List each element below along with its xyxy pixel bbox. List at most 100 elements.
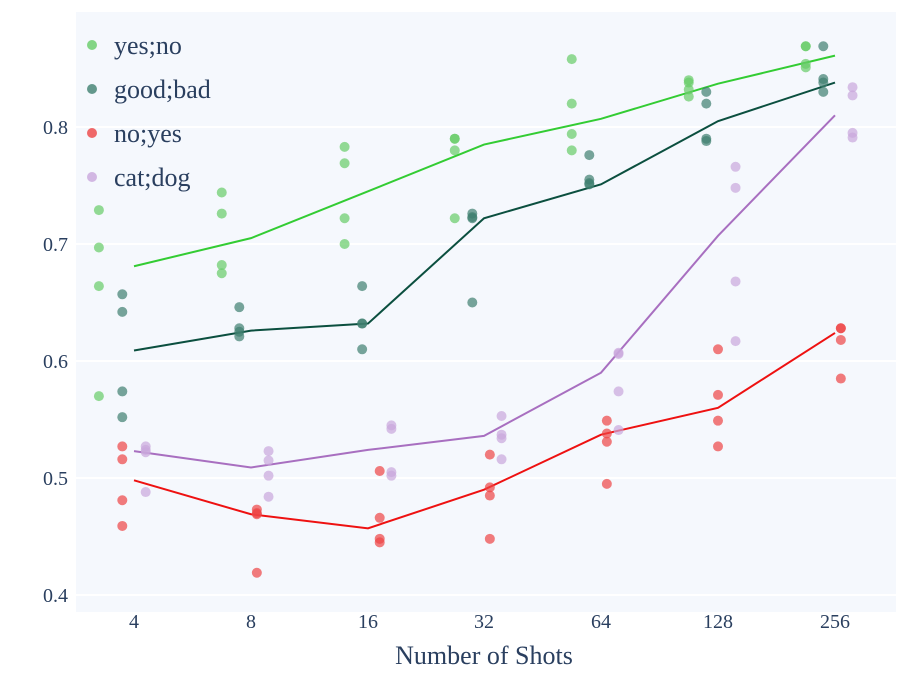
data-point [216,268,227,279]
data-point [701,136,712,147]
data-point [449,145,460,156]
data-point [683,77,694,88]
data-point [613,386,624,397]
data-point [683,91,694,102]
data-point [93,205,104,216]
x-tick-label: 64 [591,611,611,633]
data-point [374,465,385,476]
data-point [496,410,507,421]
data-point [386,423,397,434]
data-point [484,533,495,544]
x-axis-title: Number of Shots [395,641,573,670]
data-point [701,86,712,97]
data-point [835,373,846,384]
data-point [701,98,712,109]
data-point [467,297,478,308]
legend-label: no;yes [114,119,182,148]
data-point [730,161,741,172]
data-point [613,348,624,359]
data-point [683,84,694,95]
legend-label: cat;dog [114,163,191,192]
series-line [133,114,836,469]
data-point [117,520,128,531]
data-point [800,41,811,52]
data-point [263,446,274,457]
data-point [357,281,368,292]
legend-label: yes;no [114,31,182,60]
data-point [835,323,846,334]
data-point [339,141,350,152]
x-axis-ticks: 4 8 16 32 64 128 256 [129,611,850,633]
data-point [566,98,577,109]
data-point [216,208,227,219]
series-line [133,81,836,352]
data-point [339,239,350,249]
data-point [234,331,245,342]
data-point [847,132,858,143]
data-point [117,386,128,397]
data-point [117,412,128,423]
data-point [251,567,262,578]
data-point [357,318,368,329]
grid-lines [76,126,896,596]
data-point [117,306,128,317]
data-point [713,415,723,426]
legend-marker [87,40,97,50]
data-point [818,86,829,97]
data-point [467,213,478,224]
data-point [216,260,227,271]
y-axis-ticks: 0.4 0.5 0.6 0.7 0.8 [43,117,68,607]
data-point [496,454,507,465]
data-point [263,470,274,481]
data-point [117,289,128,300]
data-point [484,482,495,493]
data-point [713,441,723,452]
data-point [713,344,723,355]
data-point [484,490,495,501]
data-point [730,336,741,347]
data-point [374,512,385,523]
y-tick-label: 0.7 [43,234,68,256]
data-point [263,491,274,502]
data-point [847,82,858,93]
series-line [133,332,836,530]
data-point [496,433,507,444]
y-tick-label: 0.5 [43,468,68,490]
data-point [117,454,128,465]
data-point [835,334,846,345]
data-point [584,150,595,161]
x-tick-label: 4 [129,611,139,633]
x-tick-label: 128 [703,611,733,633]
y-tick-label: 0.6 [43,351,68,373]
data-point [601,428,612,439]
data-point [566,129,577,140]
data-point [730,182,741,193]
data-point [449,213,460,224]
data-point [374,537,385,548]
data-point [566,54,577,65]
series-points [93,41,858,578]
x-tick-label: 16 [358,611,378,633]
data-point [601,415,612,426]
legend-marker [87,84,97,94]
y-tick-label: 0.8 [43,117,68,139]
data-point [357,344,368,355]
data-point [847,90,858,101]
data-point [117,441,128,452]
data-point [818,41,829,52]
data-point [263,455,274,466]
data-point [339,158,350,169]
data-point [140,487,151,498]
data-point [339,213,350,224]
data-point [117,495,128,506]
data-point [234,302,245,313]
data-point [93,391,104,402]
data-point [93,281,104,292]
y-tick-label: 0.4 [43,585,68,607]
series-line [133,54,836,268]
legend-marker [87,172,97,182]
plot-background [76,12,896,612]
data-point [601,436,612,447]
